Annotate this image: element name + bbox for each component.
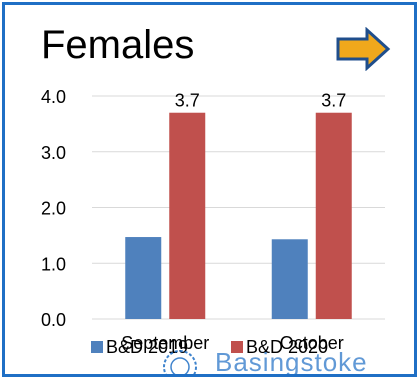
legend-entry: B&D 2020 bbox=[246, 337, 328, 357]
legend-entry: B&D 2019 bbox=[106, 337, 188, 357]
x-tick-label: September bbox=[121, 333, 209, 353]
x-tick-label: October bbox=[280, 333, 344, 353]
right-arrow-icon[interactable] bbox=[335, 27, 391, 71]
data-label: 3.7 bbox=[175, 91, 200, 111]
bar bbox=[315, 112, 352, 319]
watermark-text: Basingstoke bbox=[215, 347, 368, 377]
bar bbox=[271, 239, 308, 319]
bar bbox=[169, 112, 206, 319]
chart-title: Females bbox=[41, 23, 195, 67]
y-tick-label: 3.0 bbox=[41, 143, 66, 163]
data-label: 3.7 bbox=[321, 91, 346, 111]
y-tick-label: 0.0 bbox=[41, 310, 66, 330]
y-tick-label: 1.0 bbox=[41, 254, 66, 274]
council-seal-icon bbox=[163, 350, 197, 374]
legend-swatch bbox=[231, 341, 243, 353]
y-tick-label: 2.0 bbox=[41, 199, 66, 219]
bar-chart: 0.01.02.03.04.0 3.7September3.7OctoberB&D… bbox=[41, 87, 385, 357]
legend-swatch bbox=[91, 341, 103, 353]
y-tick-label: 4.0 bbox=[41, 87, 66, 107]
bar bbox=[125, 237, 162, 319]
